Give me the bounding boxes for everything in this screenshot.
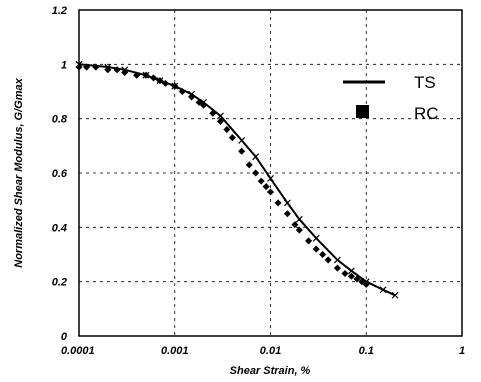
x-tick-label: 0.1 (359, 345, 374, 357)
data-point (195, 98, 203, 106)
data-point (133, 71, 141, 79)
data-point (188, 93, 196, 101)
data-point (75, 63, 83, 71)
series-line (78, 63, 396, 297)
data-point (257, 177, 265, 185)
data-point (178, 87, 186, 96)
data-point-x-mark (295, 215, 303, 223)
data-point-x-mark (267, 175, 274, 182)
data-point (362, 280, 370, 288)
data-point (341, 269, 349, 278)
data-point (121, 68, 129, 77)
data-point (113, 66, 121, 74)
x-tick-label: 1 (459, 345, 465, 357)
y-tick-label: 1 (61, 59, 67, 71)
data-point (238, 147, 246, 155)
series-ts (75, 60, 399, 299)
data-point-x-mark (252, 153, 260, 161)
data-point (161, 79, 170, 87)
grid-lines (79, 10, 462, 336)
data-point (228, 134, 236, 142)
data-point (283, 210, 291, 218)
y-tick-label: 0.4 (52, 222, 67, 234)
data-point (312, 245, 320, 253)
y-tick-label: 0.6 (52, 168, 68, 180)
data-point (319, 250, 327, 259)
data-point (223, 125, 231, 134)
y-tick-labels: 0 0.2 0.4 0.6 0.8 1 1.2 (52, 5, 68, 343)
data-point (347, 272, 355, 280)
data-point (353, 275, 361, 283)
data-point-x-mark (391, 291, 399, 299)
data-point (274, 199, 282, 207)
data-point (252, 169, 260, 177)
data-point (358, 278, 366, 286)
data-point-x-mark (347, 267, 355, 275)
data-point (245, 161, 253, 169)
x-tick-label: 0.001 (161, 345, 189, 357)
data-point (333, 264, 341, 272)
data-point (216, 117, 224, 125)
y-axis-label: Normalized Shear Modulus, G/Gmax (13, 77, 25, 267)
y-tick-label: 0.2 (52, 277, 67, 289)
data-point (305, 237, 313, 245)
legend-rc-square-icon (356, 105, 369, 118)
data-point (295, 226, 303, 234)
data-point (92, 63, 100, 71)
data-point-x-mark (238, 136, 246, 144)
data-point (209, 109, 217, 117)
data-point-x-mark (334, 256, 341, 264)
data-point (142, 71, 150, 79)
legend-ts-label: TS (414, 73, 436, 92)
legend-rc-label: RC (414, 104, 439, 123)
data-point-x-mark (283, 199, 291, 207)
data-series (75, 60, 399, 299)
legend: TS RC (343, 73, 439, 123)
data-point (149, 74, 158, 82)
data-point (291, 221, 299, 229)
x-axis-label: Shear Strain, % (230, 365, 311, 377)
y-tick-label: 1.2 (52, 5, 67, 17)
data-point (83, 63, 91, 71)
data-point (266, 188, 275, 196)
series-rc (75, 63, 370, 288)
data-point-x-mark (312, 234, 320, 242)
data-point-x-mark (217, 112, 224, 120)
y-tick-label: 0 (61, 331, 68, 343)
data-point (262, 183, 270, 191)
x-tick-label: 0.01 (260, 345, 281, 357)
data-point (200, 101, 208, 109)
data-point (156, 77, 164, 85)
plot-frame (78, 9, 463, 337)
data-point-x-mark (379, 286, 387, 294)
data-point (324, 256, 332, 264)
y-tick-label: 0.8 (52, 114, 68, 126)
x-tick-labels: 0.0001 0.001 0.01 0.1 1 (61, 345, 465, 357)
data-point (171, 82, 179, 90)
x-tick-label: 0.0001 (61, 345, 95, 357)
data-point (104, 66, 112, 74)
